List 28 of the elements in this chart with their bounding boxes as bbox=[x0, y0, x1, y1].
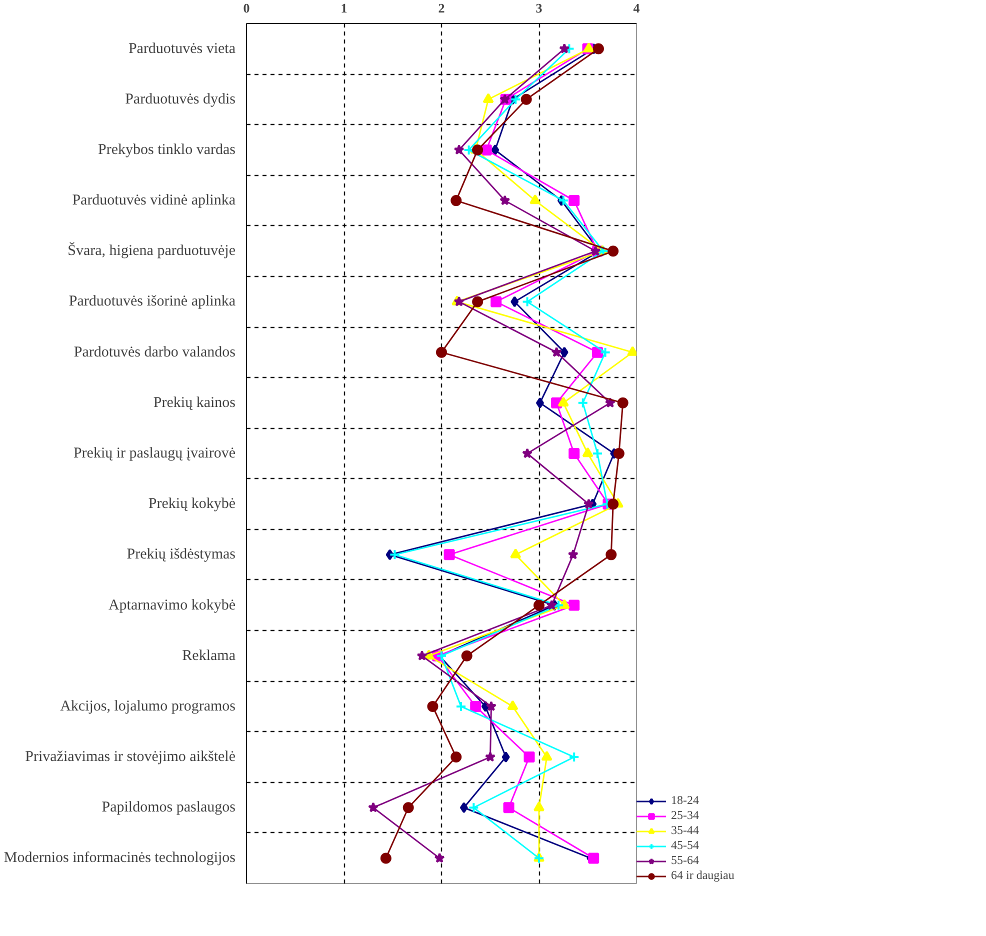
y-tick-label: Papildomos paslaugos bbox=[102, 800, 236, 816]
y-tick-label: Švara, higiena parduotuvėje bbox=[68, 242, 236, 260]
legend-label: 55-64 bbox=[671, 853, 699, 868]
x-tick-label: 4 bbox=[633, 0, 640, 16]
y-tick-label: Privažiavimas ir stovėjimo aikštelė bbox=[25, 749, 236, 766]
y-tick-label: Pardotuvės darbo valandos bbox=[74, 344, 236, 360]
y-tick-label: Prekių kokybė bbox=[148, 496, 236, 512]
y-tick-label: Parduotuvės vidinė aplinka bbox=[72, 192, 236, 209]
legend-label: 18-24 bbox=[671, 793, 699, 808]
y-tick-label: Aptarnavimo kokybė bbox=[108, 597, 236, 614]
x-tick-label: 3 bbox=[536, 0, 543, 16]
x-tick-label: 0 bbox=[243, 0, 250, 16]
y-tick-label: Modernios informacinės technologijos bbox=[4, 850, 236, 866]
legend-label: 25-34 bbox=[671, 808, 699, 823]
y-tick-label: Parduotuvės vieta bbox=[128, 40, 236, 57]
y-tick-label: Prekybos tinklo vardas bbox=[98, 142, 236, 158]
y-tick-label: Prekių kainos bbox=[153, 394, 236, 411]
y-tick-label: Akcijos, lojalumo programos bbox=[60, 698, 236, 714]
y-tick-label: Prekių išdėstymas bbox=[126, 546, 236, 563]
x-tick-label: 1 bbox=[340, 0, 348, 16]
legend-label: 64 ir daugiau bbox=[671, 868, 734, 883]
legend-label: 45-54 bbox=[671, 838, 699, 853]
y-tick-label: Parduotuvės išorinė aplinka bbox=[68, 294, 236, 310]
x-tick-label: 2 bbox=[438, 0, 445, 16]
legend-label: 35-44 bbox=[671, 823, 699, 838]
y-tick-label: Prekių ir paslaugų įvairovė bbox=[73, 446, 236, 462]
y-tick-label: Parduotuvės dydis bbox=[125, 91, 236, 108]
y-tick-label: Reklama bbox=[182, 648, 236, 664]
